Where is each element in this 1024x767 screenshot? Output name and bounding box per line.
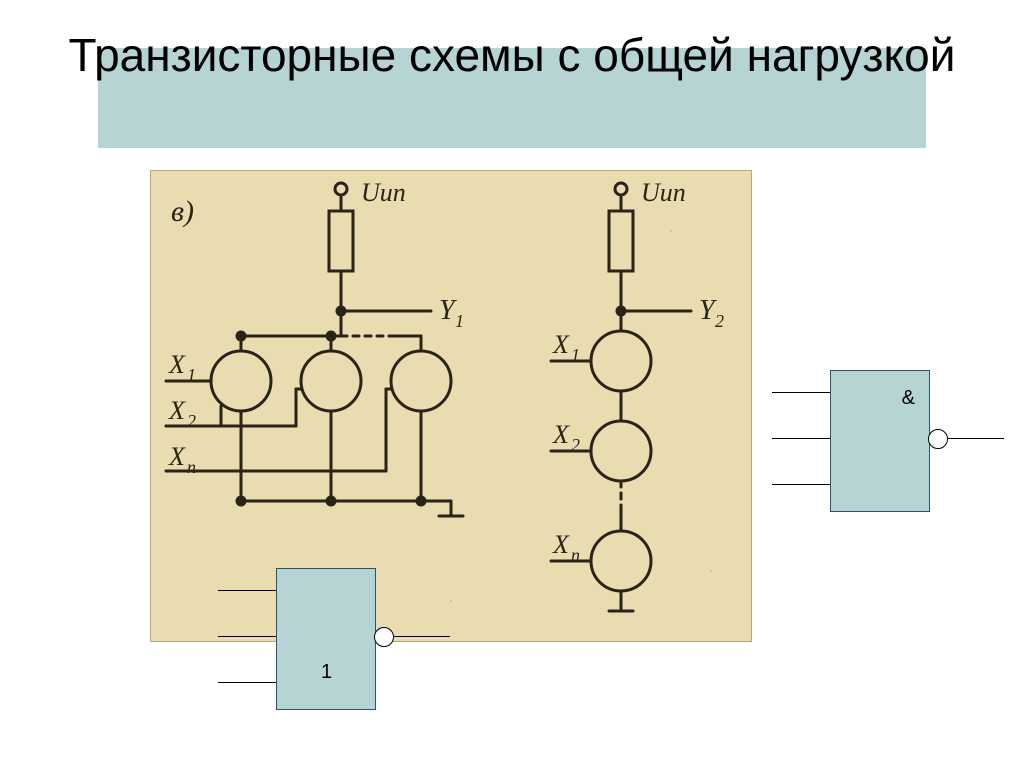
label-y1-sub: 1	[455, 311, 464, 331]
label-x1-r: X	[552, 330, 570, 359]
label-xn-l: X	[168, 442, 186, 471]
gate-1-input-3	[218, 682, 276, 683]
gate-1-input-1	[218, 590, 276, 591]
label-v: в)	[171, 195, 194, 228]
gate-and-input-3	[772, 484, 830, 485]
label-xn-r-sub: n	[571, 545, 580, 565]
label-x2-l: X	[168, 396, 186, 425]
label-uip1: Uип	[361, 178, 406, 207]
label-uip2: Uип	[641, 178, 686, 207]
gate-1-input-2	[218, 636, 276, 637]
gate-1-label: 1	[321, 661, 332, 684]
gate-and-label: &	[902, 387, 915, 410]
label-y2-sub: 2	[715, 311, 724, 331]
page-title: Транзисторные схемы с общей нагрузкой	[0, 30, 1024, 81]
label-x2-l-sub: 2	[187, 411, 196, 431]
gate-and-input-2	[772, 438, 830, 439]
label-x1-l: X	[168, 350, 186, 379]
gate-1-output	[392, 636, 450, 637]
label-xn-r: X	[552, 530, 570, 559]
gate-1-inverter-circle	[374, 627, 394, 647]
gate-and-inverter-circle	[928, 429, 948, 449]
logic-gate-1: 1	[276, 568, 376, 710]
label-xn-l-sub: n	[187, 457, 196, 477]
label-x1-r-sub: 1	[571, 345, 580, 365]
gate-and-input-1	[772, 392, 830, 393]
label-x2-r: X	[552, 420, 570, 449]
label-x2-r-sub: 2	[571, 435, 580, 455]
logic-gate-and: &	[830, 370, 930, 512]
schematic-panel: в) Uип Uип Y 1 Y 2 X 1 X 2 X n X 1 X 2 X…	[150, 170, 752, 642]
label-x1-l-sub: 1	[187, 365, 196, 385]
gate-and-output	[946, 438, 1004, 439]
